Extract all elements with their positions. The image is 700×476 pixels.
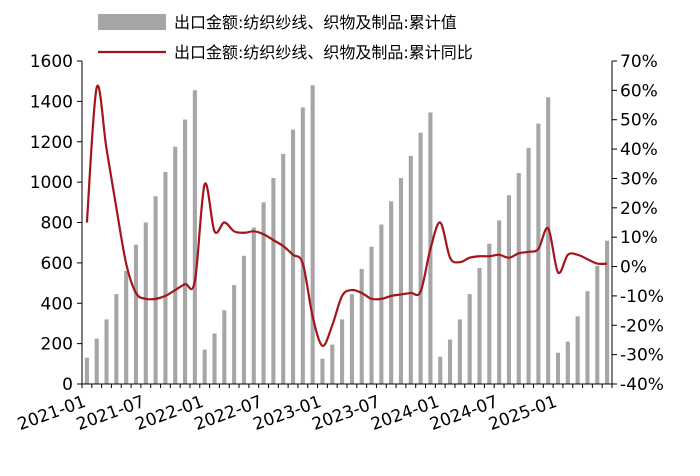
bar-2024-11 bbox=[536, 123, 541, 384]
right-tick-label-20: 20% bbox=[620, 199, 658, 219]
line-series bbox=[85, 84, 608, 347]
bar-2023-11 bbox=[418, 132, 423, 384]
right-tick-label-50: 50% bbox=[620, 111, 658, 131]
left-tick-label-1400: 1400 bbox=[30, 92, 73, 112]
left-tick-label-400: 400 bbox=[41, 294, 73, 314]
bar-2021-09 bbox=[163, 172, 168, 384]
left-tick-label-1000: 1000 bbox=[30, 173, 73, 193]
bar-2023-02 bbox=[330, 344, 335, 384]
legend-label-bar: 出口金额:纺织纱线、织物及制品:累计值 bbox=[174, 13, 457, 32]
legend-label-line: 出口金额:纺织纱线、织物及制品:累计同比 bbox=[174, 43, 473, 62]
right-tick-label--20: -20% bbox=[620, 316, 664, 336]
bar-2022-09 bbox=[281, 153, 286, 384]
bar-2021-08 bbox=[153, 196, 158, 384]
bar-2021-05 bbox=[124, 270, 129, 384]
bar-2022-12 bbox=[310, 85, 315, 384]
bar-2025-04 bbox=[585, 291, 590, 384]
bar-2025-06 bbox=[605, 240, 610, 384]
bar-2022-02 bbox=[212, 333, 217, 384]
bar-2025-05 bbox=[595, 265, 600, 384]
bar-2023-05 bbox=[359, 268, 364, 384]
bar-2022-04 bbox=[232, 285, 237, 384]
left-tick-label-0: 0 bbox=[62, 375, 73, 395]
bar-2022-08 bbox=[271, 178, 276, 384]
bar-2021-10 bbox=[173, 146, 178, 384]
bar-2021-03 bbox=[104, 319, 109, 384]
right-tick-label-10: 10% bbox=[620, 228, 658, 248]
bar-2024-04 bbox=[467, 294, 472, 384]
bar-2023-01 bbox=[320, 358, 325, 384]
bar-2021-12 bbox=[192, 90, 197, 385]
bar-2024-05 bbox=[477, 267, 482, 384]
bar-2022-10 bbox=[290, 129, 296, 384]
bar-2025-03 bbox=[575, 316, 580, 384]
bar-2024-09 bbox=[516, 173, 521, 384]
bar-2023-09 bbox=[398, 178, 404, 384]
bar-2021-04 bbox=[114, 294, 119, 384]
bar-2023-06 bbox=[369, 246, 374, 384]
bar-2025-01 bbox=[555, 352, 561, 384]
bar-2024-07 bbox=[497, 220, 502, 384]
bar-2024-12 bbox=[546, 97, 551, 384]
right-tick-label-0: 0% bbox=[620, 258, 647, 278]
bar-2021-06 bbox=[133, 244, 139, 384]
bar-series bbox=[84, 85, 610, 385]
axes: 0 200 400 600 800 1000 1200 1400 1600 -40% -30% -20… bbox=[15, 52, 664, 435]
bar-2023-03 bbox=[340, 319, 345, 384]
bar-2021-01 bbox=[84, 357, 89, 384]
bar-2024-02 bbox=[447, 339, 453, 384]
bar-2022-07 bbox=[261, 202, 266, 384]
left-tick-label-200: 200 bbox=[41, 335, 73, 355]
x-tick-label-2025-01: 2025-01 bbox=[486, 392, 560, 435]
right-tick-label-40: 40% bbox=[620, 140, 658, 160]
bar-2022-11 bbox=[300, 107, 305, 385]
left-tick-label-1200: 1200 bbox=[30, 133, 73, 153]
left-tick-label-600: 600 bbox=[41, 254, 73, 274]
right-tick-label-30: 30% bbox=[620, 169, 658, 189]
bar-2022-03 bbox=[222, 310, 227, 384]
right-tick-label--40: -40% bbox=[620, 375, 664, 395]
bar-2024-06 bbox=[487, 243, 492, 384]
bar-2023-07 bbox=[379, 224, 384, 384]
right-tick-label--10: -10% bbox=[620, 287, 664, 307]
bar-2021-02 bbox=[94, 338, 99, 384]
bar-2021-07 bbox=[143, 222, 148, 384]
bar-2024-01 bbox=[438, 356, 443, 384]
bar-2022-06 bbox=[251, 227, 256, 384]
bar-2023-04 bbox=[349, 294, 354, 384]
bar-2025-02 bbox=[565, 341, 570, 384]
bar-2023-08 bbox=[389, 201, 394, 384]
bar-2022-01 bbox=[202, 349, 207, 384]
bar-2024-03 bbox=[457, 319, 462, 384]
left-tick-label-800: 800 bbox=[41, 214, 73, 234]
right-tick-label--30: -30% bbox=[620, 346, 664, 366]
right-tick-label-60: 60% bbox=[620, 81, 658, 101]
bar-2021-11 bbox=[182, 119, 188, 384]
bar-2023-10 bbox=[408, 155, 413, 384]
bar-2024-08 bbox=[506, 195, 511, 384]
left-tick-label-1600: 1600 bbox=[30, 52, 73, 72]
bar-2024-10 bbox=[526, 147, 531, 384]
right-tick-label-70: 70% bbox=[620, 52, 658, 72]
legend-swatch-bar bbox=[98, 14, 166, 30]
bar-2022-05 bbox=[241, 255, 246, 384]
